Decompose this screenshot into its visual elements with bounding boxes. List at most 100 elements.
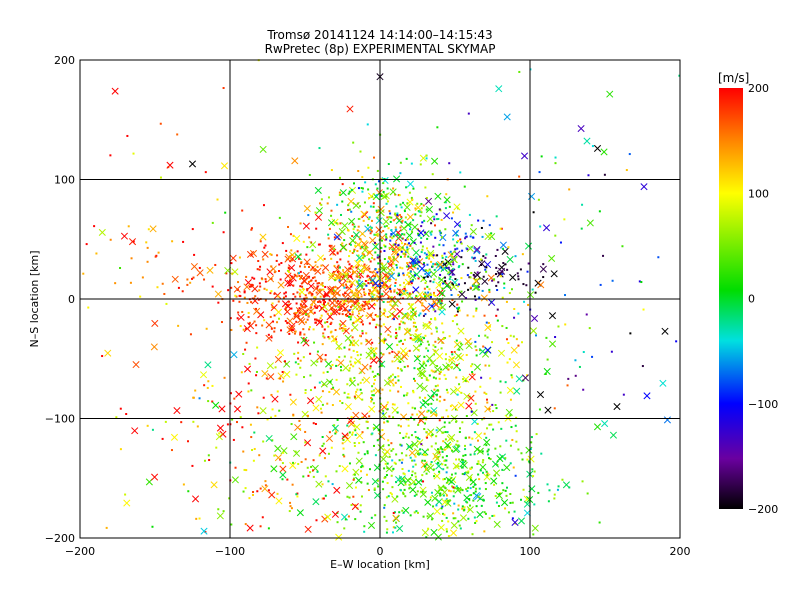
data-point-cross <box>348 379 356 387</box>
data-point-dot <box>349 300 352 303</box>
data-point-cross <box>445 260 453 268</box>
data-point-dot <box>289 233 292 236</box>
data-point-dot <box>393 289 396 292</box>
data-point-dot <box>298 312 301 315</box>
data-point-dot <box>407 266 410 269</box>
data-point-dot <box>436 263 439 266</box>
data-point-dot <box>485 470 488 473</box>
data-point-dot <box>390 474 393 477</box>
data-point-dot <box>484 334 487 337</box>
data-point-dot <box>423 287 426 290</box>
data-point-dot <box>538 408 541 411</box>
data-point-dot <box>405 186 408 189</box>
data-point-dot <box>482 345 485 348</box>
data-point-dot <box>432 308 435 311</box>
data-point-dot <box>461 472 464 475</box>
data-point-dot <box>368 468 371 471</box>
data-point-dot <box>316 282 319 285</box>
data-point-cross <box>372 243 380 251</box>
data-point-dot <box>426 410 429 413</box>
data-point-dot <box>402 252 405 255</box>
data-point-cross <box>312 498 320 506</box>
data-point-dot <box>371 385 374 388</box>
data-point-dot <box>403 488 406 491</box>
data-point-dot <box>303 299 306 302</box>
data-point-dot <box>429 463 432 466</box>
data-point-cross <box>410 310 418 318</box>
data-point-dot <box>479 385 482 388</box>
data-point-dot <box>357 265 360 268</box>
data-point-dot <box>517 448 520 451</box>
data-point-cross <box>230 351 238 359</box>
data-point-cross <box>365 338 373 346</box>
data-point-cross <box>340 298 348 306</box>
data-point-dot <box>358 205 361 208</box>
data-point-dot <box>391 237 394 240</box>
data-point-dot <box>299 359 302 362</box>
data-point-cross <box>356 282 364 290</box>
data-point-dot <box>447 478 450 481</box>
data-point-cross <box>496 454 504 463</box>
data-point-dot <box>476 422 479 425</box>
data-point-dot <box>290 249 293 252</box>
data-point-cross <box>384 284 392 292</box>
data-point-dot <box>487 453 490 456</box>
data-point-dot <box>464 237 467 240</box>
data-point-dot <box>398 323 401 326</box>
data-point-dot <box>406 327 409 330</box>
data-point-cross <box>344 403 352 411</box>
data-point-dot <box>432 245 435 248</box>
data-point-dot <box>426 340 429 343</box>
data-point-dot <box>351 336 354 339</box>
data-point-cross <box>353 291 361 299</box>
data-point-dot <box>538 171 541 174</box>
data-point-dot <box>354 433 357 436</box>
data-point-dot <box>389 300 392 303</box>
data-point-dot <box>371 295 374 298</box>
data-point-cross <box>488 298 496 306</box>
data-point-cross <box>98 228 106 236</box>
data-point-dot <box>320 411 323 414</box>
data-point-dot <box>380 239 383 242</box>
data-point-dot <box>506 486 509 489</box>
data-point-dot <box>372 356 375 359</box>
data-point-cross <box>356 432 364 440</box>
data-point-cross <box>288 322 296 330</box>
data-point-dot <box>355 280 358 283</box>
data-point-dot <box>411 459 414 462</box>
data-point-dot <box>336 418 339 421</box>
data-point-dot <box>435 429 438 432</box>
data-point-cross <box>601 419 609 428</box>
data-point-cross <box>437 260 445 269</box>
data-point-dot <box>349 243 352 246</box>
data-point-dot <box>351 304 354 307</box>
data-point-dot <box>482 471 485 474</box>
data-point-dot <box>297 363 300 366</box>
data-point-dot <box>424 334 427 337</box>
data-point-dot <box>340 273 343 276</box>
data-point-cross <box>215 433 223 441</box>
data-point-cross <box>366 249 374 257</box>
data-point-dot <box>380 352 383 355</box>
data-point-dot <box>314 318 317 321</box>
data-point-dot <box>386 408 389 411</box>
data-point-dot <box>211 400 214 403</box>
data-point-dot <box>237 311 240 314</box>
data-point-dot <box>207 400 210 403</box>
data-point-dot <box>257 412 260 415</box>
data-point-dot <box>372 427 375 430</box>
data-point-dot <box>409 514 412 517</box>
data-point-cross <box>345 482 354 490</box>
data-point-dot <box>485 444 488 447</box>
data-point-dot <box>395 228 398 231</box>
data-point-dot <box>386 528 389 531</box>
data-point-dot <box>214 263 217 266</box>
data-point-dot <box>364 283 367 286</box>
data-point-dot <box>352 271 355 274</box>
data-point-dot <box>313 305 316 308</box>
data-point-dot <box>514 474 517 477</box>
data-point-cross <box>325 360 333 368</box>
data-point-dot <box>336 270 339 273</box>
data-point-dot <box>338 312 341 315</box>
data-point-dot <box>406 262 409 265</box>
